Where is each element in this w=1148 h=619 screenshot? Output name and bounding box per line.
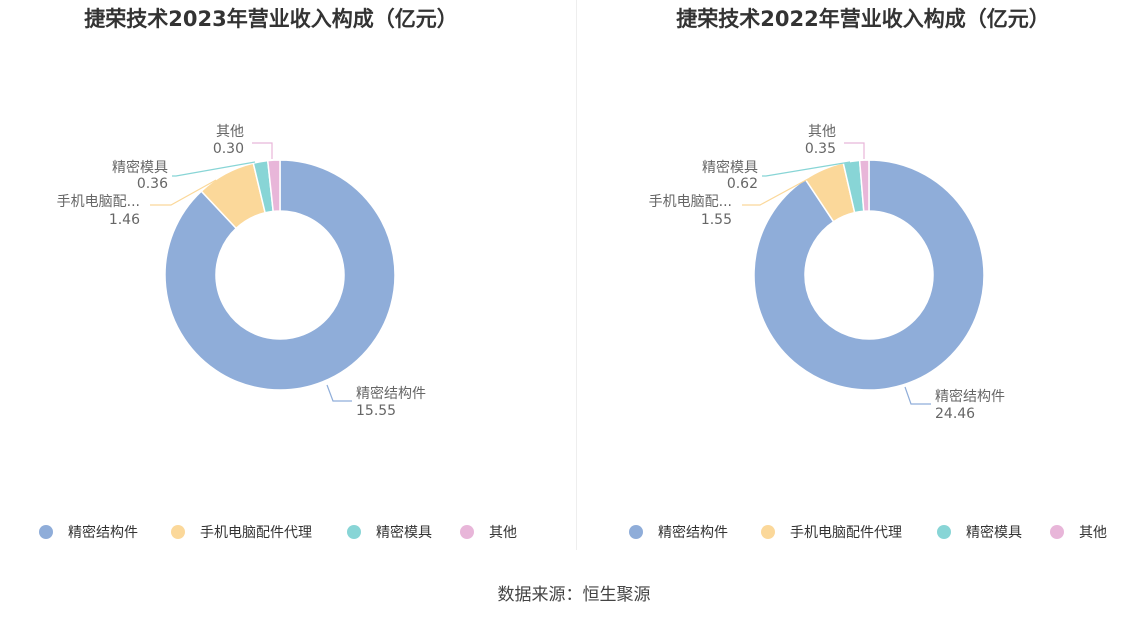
legend-marker bbox=[629, 525, 643, 539]
legend-label: 其他 bbox=[489, 525, 517, 541]
slice-value-label: 0.36 bbox=[137, 176, 168, 192]
label-leader-line bbox=[762, 161, 851, 177]
pie-slice-4 bbox=[858, 159, 870, 213]
pie-slice-4 bbox=[266, 159, 281, 213]
label-leader-line bbox=[904, 386, 931, 405]
slice-value-label: 24.46 bbox=[935, 406, 975, 422]
legend-label: 精密结构件 bbox=[658, 524, 728, 541]
slice-value-label: 0.30 bbox=[213, 141, 244, 157]
legend-marker bbox=[937, 525, 951, 539]
slice-value-label: 0.35 bbox=[805, 141, 836, 157]
label-leader-line bbox=[326, 384, 352, 402]
legend-label: 精密模具 bbox=[376, 524, 432, 541]
label-leader-line bbox=[844, 142, 865, 159]
chart-title: 捷荣技术2022年营业收入构成（亿元） bbox=[676, 7, 1049, 31]
legend-label: 其他 bbox=[1079, 525, 1107, 541]
slice-label: 精密结构件 bbox=[356, 385, 426, 402]
slice-label: 精密模具 bbox=[112, 159, 168, 176]
slice-label: 其他 bbox=[216, 124, 244, 140]
panel-divider bbox=[576, 0, 577, 550]
label-leader-line bbox=[150, 179, 217, 206]
pie-slice-1 bbox=[164, 159, 396, 391]
slice-value-label: 1.46 bbox=[109, 212, 140, 228]
chart-title: 捷荣技术2023年营业收入构成（亿元） bbox=[84, 7, 457, 31]
slice-label: 手机电脑配... bbox=[649, 194, 732, 210]
legend-label: 手机电脑配件代理 bbox=[790, 525, 902, 541]
slice-value-label: 15.55 bbox=[356, 403, 396, 419]
legend-marker bbox=[460, 525, 474, 539]
slice-label: 精密结构件 bbox=[935, 388, 1005, 405]
label-leader-line bbox=[172, 161, 256, 177]
legend-marker bbox=[171, 525, 185, 539]
label-leader-line bbox=[252, 142, 273, 159]
slice-value-label: 0.62 bbox=[727, 176, 758, 192]
legend-marker bbox=[761, 525, 775, 539]
slice-label: 手机电脑配... bbox=[57, 194, 140, 210]
pie-slice-1 bbox=[753, 159, 985, 391]
data-source-note: 数据来源：恒生聚源 bbox=[497, 585, 651, 605]
slice-label: 精密模具 bbox=[702, 159, 758, 176]
legend-label: 手机电脑配件代理 bbox=[200, 525, 312, 541]
legend-label: 精密模具 bbox=[966, 524, 1022, 541]
legend-marker bbox=[39, 525, 53, 539]
legend-marker bbox=[1050, 525, 1064, 539]
slice-value-label: 1.55 bbox=[701, 212, 732, 228]
label-leader-line bbox=[742, 178, 809, 206]
legend-marker bbox=[347, 525, 361, 539]
legend-label: 精密结构件 bbox=[68, 524, 138, 541]
slice-label: 其他 bbox=[808, 124, 836, 140]
